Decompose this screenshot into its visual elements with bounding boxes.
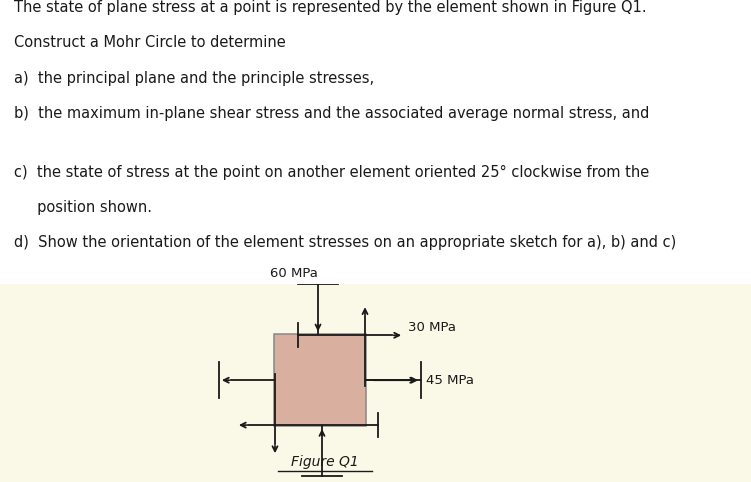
Text: d)  Show the orientation of the element stresses on an appropriate sketch for a): d) Show the orientation of the element s… [14, 235, 676, 250]
Text: 60 MPa: 60 MPa [270, 268, 318, 281]
Text: c)  the state of stress at the point on another element oriented 25° clockwise f: c) the state of stress at the point on a… [14, 165, 649, 180]
Text: 45 MPa: 45 MPa [426, 374, 474, 387]
Text: The state of plane stress at a point is represented by the element shown in Figu: The state of plane stress at a point is … [14, 0, 646, 15]
Text: Figure Q1: Figure Q1 [291, 455, 359, 469]
Text: b)  the maximum in-plane shear stress and the associated average normal stress, : b) the maximum in-plane shear stress and… [14, 106, 649, 121]
Text: a)  the principal plane and the principle stresses,: a) the principal plane and the principle… [14, 70, 374, 86]
Bar [274, 335, 366, 426]
Text: 30 MPa: 30 MPa [408, 321, 456, 335]
Text: position shown.: position shown. [14, 200, 152, 215]
Text: Construct a Mohr Circle to determine: Construct a Mohr Circle to determine [14, 35, 285, 50]
